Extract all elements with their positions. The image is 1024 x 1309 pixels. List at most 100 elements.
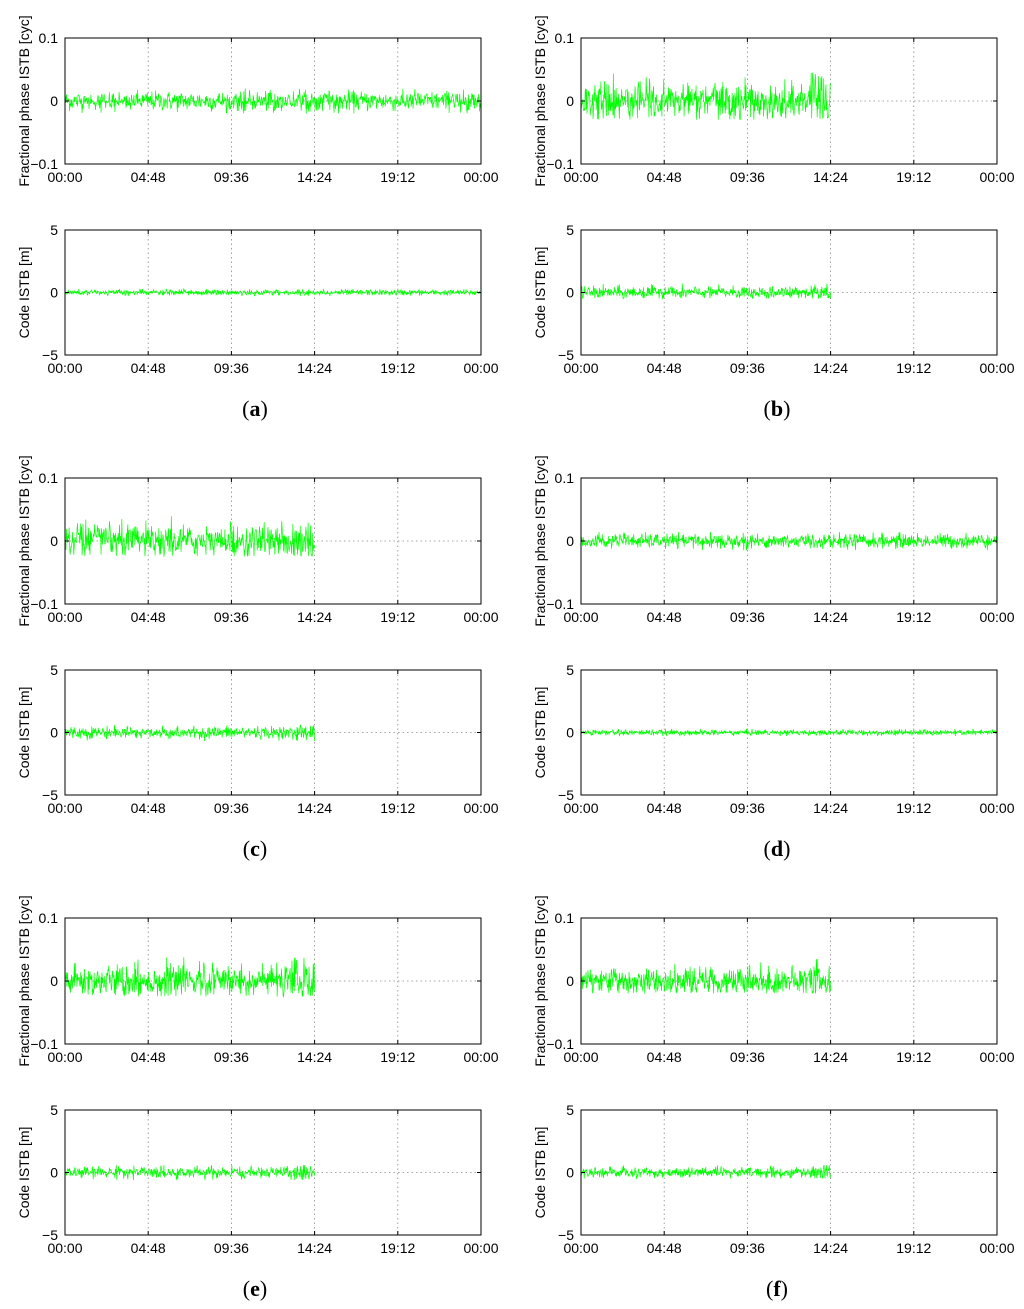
caption-letter: a (250, 396, 261, 421)
x-tick-label: 04:48 (647, 609, 682, 625)
y-tick-label: 0 (50, 1165, 58, 1181)
x-tick-label: 00:00 (979, 800, 1014, 816)
caption-letter: e (250, 1276, 260, 1301)
x-tick-label: 19:12 (380, 1240, 415, 1256)
x-tick-label: 04:48 (131, 800, 166, 816)
y-tick-label: −5 (558, 787, 574, 803)
y-tick-label: −5 (558, 1227, 574, 1243)
subplot-c-code: 00:00 04:48 09:36 14:24 19:12 00:00 5 0 −5 Code I… (16, 662, 499, 816)
series-line (580, 72, 831, 120)
y-tick-label: 0 (566, 973, 574, 989)
y-tick-label: 5 (566, 662, 574, 678)
caption-letter: b (771, 396, 783, 421)
subplot-b-phase: 00:00 04:48 09:36 14:24 19:12 00:00 0.1 0 −0.1Fr… (532, 15, 1015, 186)
y-axis-label: Code ISTB [m] (532, 247, 548, 339)
x-tick-label: 04:48 (131, 609, 166, 625)
x-tick-label: 09:36 (214, 1240, 249, 1256)
subplot-a-phase: 00:00 04:48 09:36 14:24 19:12 00:00 0.1 0 −0.1Fr… (16, 15, 499, 186)
panel-caption: (f) (766, 1276, 788, 1301)
x-tick-label: 19:12 (896, 1240, 931, 1256)
x-tick-label: 09:36 (730, 800, 765, 816)
y-tick-label: −5 (42, 347, 58, 363)
x-tick-label: 09:36 (730, 1049, 765, 1065)
x-tick-label: 00:00 (47, 800, 82, 816)
y-tick-label: −5 (42, 787, 58, 803)
x-tick-label: 09:36 (214, 169, 249, 185)
y-tick-label: 0.1 (39, 910, 59, 926)
y-axis-label: Fractional phase ISTB [cyc] (532, 895, 548, 1066)
x-tick-label: 04:48 (647, 1049, 682, 1065)
x-tick-label: 14:24 (813, 169, 848, 185)
y-tick-label: −5 (558, 347, 574, 363)
x-tick-label: 00:00 (463, 609, 498, 625)
x-tick-label: 14:24 (297, 609, 332, 625)
x-tick-label: 14:24 (813, 800, 848, 816)
subplot-e-code: 00:00 04:48 09:36 14:24 19:12 00:00 5 0 −5 Code I… (16, 1102, 499, 1256)
x-tick-label: 14:24 (297, 169, 332, 185)
x-tick-label: 09:36 (214, 609, 249, 625)
panel-caption: (c) (243, 836, 267, 861)
y-tick-label: −0.1 (546, 596, 574, 612)
series-line (580, 531, 998, 551)
x-tick-label: 09:36 (214, 1049, 249, 1065)
x-tick-label: 14:24 (297, 800, 332, 816)
x-tick-label: 00:00 (563, 360, 598, 376)
x-tick-label: 00:00 (563, 169, 598, 185)
caption-letter: f (773, 1276, 781, 1301)
y-tick-label: 0 (50, 725, 58, 741)
x-tick-label: 00:00 (979, 609, 1014, 625)
y-tick-label: −0.1 (546, 1036, 574, 1052)
x-tick-label: 00:00 (463, 1049, 498, 1065)
y-tick-label: 5 (50, 662, 58, 678)
y-axis-label: Fractional phase ISTB [cyc] (532, 455, 548, 626)
y-tick-label: 0 (50, 285, 58, 301)
x-tick-label: 14:24 (813, 360, 848, 376)
caption-letter: c (250, 836, 260, 861)
x-tick-label: 00:00 (463, 360, 498, 376)
x-tick-label: 00:00 (563, 609, 598, 625)
x-tick-label: 04:48 (647, 800, 682, 816)
y-tick-label: 0.1 (555, 910, 575, 926)
x-tick-label: 04:48 (647, 360, 682, 376)
y-tick-label: 0 (50, 973, 58, 989)
subplot-a-code: 00:00 04:48 09:36 14:24 19:12 00:00 5 0 −5 Code I… (16, 222, 499, 376)
x-tick-label: 14:24 (297, 1240, 332, 1256)
x-tick-label: 00:00 (463, 800, 498, 816)
x-tick-label: 19:12 (380, 360, 415, 376)
series-line (64, 516, 315, 557)
caption-paren: ( (766, 1276, 773, 1301)
x-tick-label: 00:00 (979, 360, 1014, 376)
y-axis-label: Code ISTB [m] (16, 687, 32, 779)
y-axis-label: Fractional phase ISTB [cyc] (532, 15, 548, 186)
y-tick-label: 0 (566, 725, 574, 741)
series-line (580, 728, 998, 737)
y-tick-label: 0.1 (555, 470, 575, 486)
x-tick-label: 00:00 (463, 169, 498, 185)
subplot-f-phase: 00:00 04:48 09:36 14:24 19:12 00:00 0.1 0 −0.1Fr… (532, 895, 1015, 1066)
y-tick-label: −0.1 (30, 1036, 58, 1052)
x-tick-label: 19:12 (896, 1049, 931, 1065)
x-tick-label: 19:12 (380, 1049, 415, 1065)
x-tick-label: 00:00 (47, 1049, 82, 1065)
panel-caption: (e) (243, 1276, 267, 1301)
x-tick-label: 00:00 (563, 800, 598, 816)
caption-paren: ( (243, 1276, 250, 1301)
x-tick-label: 09:36 (214, 360, 249, 376)
y-tick-label: 0.1 (39, 30, 59, 46)
x-tick-label: 04:48 (131, 1240, 166, 1256)
x-tick-label: 00:00 (463, 1240, 498, 1256)
x-tick-label: 00:00 (47, 1240, 82, 1256)
y-tick-label: 0 (566, 1165, 574, 1181)
y-axis-label: Code ISTB [m] (532, 1127, 548, 1219)
y-tick-label: 0 (50, 533, 58, 549)
y-tick-label: 5 (566, 222, 574, 238)
y-tick-label: 0 (50, 93, 58, 109)
caption-paren: ) (260, 836, 267, 861)
series-line (580, 1165, 831, 1180)
x-tick-label: 09:36 (730, 1240, 765, 1256)
y-tick-label: 5 (50, 222, 58, 238)
series-line (64, 88, 482, 114)
caption-letter: d (771, 836, 783, 861)
x-tick-label: 19:12 (380, 609, 415, 625)
